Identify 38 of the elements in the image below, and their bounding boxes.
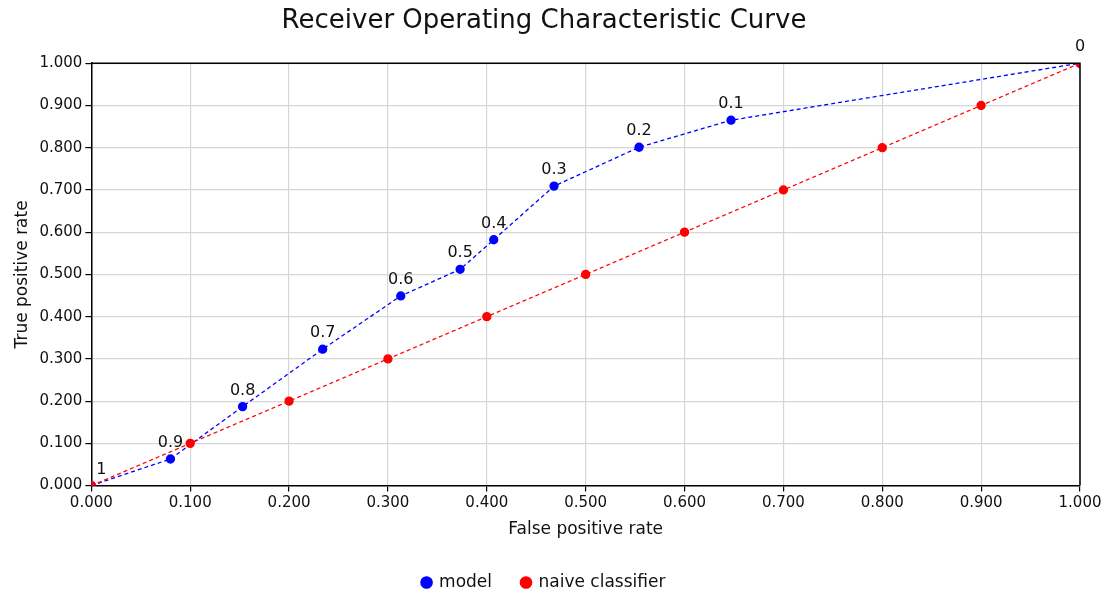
x-tick-label: 1.000 bbox=[1058, 493, 1102, 512]
y-tick-label: 0.900 bbox=[39, 95, 83, 114]
y-tick-label: 0.800 bbox=[39, 137, 83, 156]
y-tick-label: 0.000 bbox=[39, 475, 83, 494]
annotation: 1 bbox=[96, 458, 107, 478]
annotation: 0.3 bbox=[541, 159, 567, 179]
y-axis-title: True positive rate bbox=[10, 200, 31, 350]
x-tick-label: 0.600 bbox=[663, 493, 707, 512]
annotation: 0.7 bbox=[309, 322, 336, 342]
annotation: 0.6 bbox=[388, 269, 414, 289]
x-tick-label: 0.200 bbox=[267, 493, 311, 512]
chart-title: Receiver Operating Characteristic Curve bbox=[281, 4, 807, 35]
y-tick-label: 0.200 bbox=[39, 391, 83, 410]
annotation: 0.9 bbox=[157, 432, 184, 452]
annotation: 0.1 bbox=[718, 93, 744, 113]
x-tick-label: 0.700 bbox=[761, 493, 805, 512]
annotation: 0 bbox=[1074, 36, 1086, 56]
annotation: 0.2 bbox=[626, 120, 652, 140]
y-tick-label: 0.400 bbox=[39, 306, 83, 325]
x-tick-label: 0.300 bbox=[366, 493, 410, 512]
legend-label: naive classifier bbox=[538, 570, 666, 591]
legend-label: model bbox=[439, 570, 493, 591]
y-tick-label: 0.500 bbox=[39, 264, 83, 283]
x-tick-label: 0.900 bbox=[959, 493, 1003, 512]
y-tick-label: 0.600 bbox=[39, 222, 83, 241]
y-tick-label: 1.000 bbox=[39, 53, 83, 72]
y-tick-label: 0.100 bbox=[39, 433, 83, 452]
x-tick-label: 0.500 bbox=[564, 493, 608, 512]
annotation: 0.8 bbox=[229, 379, 256, 399]
y-tick-label: 0.300 bbox=[39, 348, 83, 367]
annotation: 0.5 bbox=[447, 242, 473, 262]
x-tick-label: 0.400 bbox=[465, 493, 509, 512]
x-tick-label: 0.000 bbox=[69, 493, 113, 512]
x-tick-label: 0.100 bbox=[168, 493, 212, 512]
x-axis-title: False positive rate bbox=[508, 518, 664, 539]
y-tick-label: 0.700 bbox=[39, 179, 83, 198]
annotation: 0.4 bbox=[481, 212, 507, 232]
x-tick-label: 0.800 bbox=[860, 493, 904, 512]
